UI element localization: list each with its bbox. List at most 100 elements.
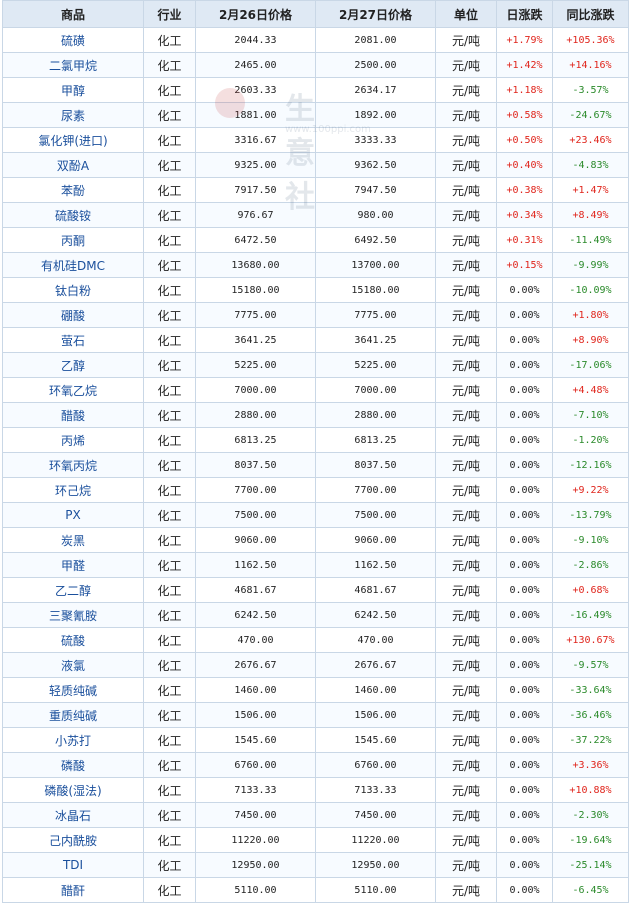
header-price-feb26[interactable]: 2月26日价格 <box>195 0 316 28</box>
commodity-link[interactable]: 丙烯 <box>2 427 144 453</box>
yoy-change-cell: +23.46% <box>552 127 629 153</box>
commodity-link[interactable]: 二氯甲烷 <box>2 52 144 78</box>
commodity-link[interactable]: 环氧乙烷 <box>2 377 144 403</box>
commodity-link[interactable]: 双酚A <box>2 152 144 178</box>
commodity-link[interactable]: 钛白粉 <box>2 277 144 303</box>
unit-cell: 元/吨 <box>435 152 497 178</box>
header-commodity[interactable]: 商品 <box>2 0 144 28</box>
header-unit[interactable]: 单位 <box>435 0 497 28</box>
price-feb27-cell: 6242.50 <box>315 602 436 628</box>
commodity-link[interactable]: 乙二醇 <box>2 577 144 603</box>
price-feb27-cell: 6760.00 <box>315 752 436 778</box>
commodity-link[interactable]: 硫酸 <box>2 627 144 653</box>
table-row: 甲醇 化工 2603.33 2634.17 元/吨 +1.18% -3.57% <box>2 77 629 103</box>
commodity-link[interactable]: 氯化钾(进口) <box>2 127 144 153</box>
yoy-change-cell: -7.10% <box>552 402 629 428</box>
table-row: 有机硅DMC 化工 13680.00 13700.00 元/吨 +0.15% -9.99% <box>2 252 629 278</box>
commodity-link[interactable]: 乙醇 <box>2 352 144 378</box>
unit-cell: 元/吨 <box>435 777 497 803</box>
price-feb27-cell: 3641.25 <box>315 327 436 353</box>
daily-change-cell: +1.42% <box>496 52 553 78</box>
price-feb27-cell: 6492.50 <box>315 227 436 253</box>
price-feb26-cell: 3641.25 <box>195 327 316 353</box>
unit-cell: 元/吨 <box>435 202 497 228</box>
commodity-link[interactable]: 小苏打 <box>2 727 144 753</box>
price-feb27-cell: 6813.25 <box>315 427 436 453</box>
daily-change-cell: +0.40% <box>496 152 553 178</box>
commodity-link[interactable]: 炭黑 <box>2 527 144 553</box>
table-row: 醋酸 化工 2880.00 2880.00 元/吨 0.00% -7.10% <box>2 402 629 428</box>
commodity-link[interactable]: 尿素 <box>2 102 144 128</box>
commodity-link[interactable]: 苯酚 <box>2 177 144 203</box>
commodity-link[interactable]: 环氧丙烷 <box>2 452 144 478</box>
industry-cell: 化工 <box>143 452 196 478</box>
price-feb27-cell: 1545.60 <box>315 727 436 753</box>
commodity-link[interactable]: 萤石 <box>2 327 144 353</box>
price-feb26-cell: 7450.00 <box>195 802 316 828</box>
table-row: 冰晶石 化工 7450.00 7450.00 元/吨 0.00% -2.30% <box>2 802 629 828</box>
price-feb27-cell: 5225.00 <box>315 352 436 378</box>
header-yoy-change[interactable]: 同比涨跌 <box>552 0 629 28</box>
commodity-link[interactable]: 丙酮 <box>2 227 144 253</box>
commodity-link[interactable]: 液氯 <box>2 652 144 678</box>
daily-change-cell: +0.31% <box>496 227 553 253</box>
yoy-change-cell: +8.90% <box>552 327 629 353</box>
commodity-link[interactable]: 环己烷 <box>2 477 144 503</box>
commodity-link[interactable]: 硫酸铵 <box>2 202 144 228</box>
commodity-link[interactable]: 有机硅DMC <box>2 252 144 278</box>
industry-cell: 化工 <box>143 802 196 828</box>
unit-cell: 元/吨 <box>435 477 497 503</box>
price-feb27-cell: 3333.33 <box>315 127 436 153</box>
price-feb26-cell: 2603.33 <box>195 77 316 103</box>
commodity-link[interactable]: 磷酸(湿法) <box>2 777 144 803</box>
commodity-link[interactable]: 己内酰胺 <box>2 827 144 853</box>
yoy-change-cell: -16.49% <box>552 602 629 628</box>
price-feb27-cell: 980.00 <box>315 202 436 228</box>
table-body: 硫磺 化工 2044.33 2081.00 元/吨 +1.79% +105.36% 二氯甲烷化… <box>2 27 629 903</box>
industry-cell: 化工 <box>143 477 196 503</box>
unit-cell: 元/吨 <box>435 277 497 303</box>
unit-cell: 元/吨 <box>435 827 497 853</box>
daily-change-cell: 0.00% <box>496 477 553 503</box>
price-feb26-cell: 3316.67 <box>195 127 316 153</box>
price-feb27-cell: 12950.00 <box>315 852 436 878</box>
table-row: 钛白粉 化工 15180.00 15180.00 元/吨 0.00% -10.09% <box>2 277 629 303</box>
header-price-feb27[interactable]: 2月27日价格 <box>315 0 436 28</box>
commodity-link[interactable]: 重质纯碱 <box>2 702 144 728</box>
unit-cell: 元/吨 <box>435 802 497 828</box>
yoy-change-cell: -37.22% <box>552 727 629 753</box>
price-feb26-cell: 7500.00 <box>195 502 316 528</box>
daily-change-cell: 0.00% <box>496 727 553 753</box>
commodity-link[interactable]: 甲醛 <box>2 552 144 578</box>
commodity-link[interactable]: TDI <box>2 852 144 878</box>
commodity-link[interactable]: 轻质纯碱 <box>2 677 144 703</box>
commodity-link[interactable]: 甲醇 <box>2 77 144 103</box>
commodity-link[interactable]: 醋酐 <box>2 877 144 903</box>
table-row: 小苏打 化工 1545.60 1545.60 元/吨 0.00% -37.22% <box>2 727 629 753</box>
table-row: 尿素 化工 1881.00 1892.00 元/吨 +0.58% -24.67% <box>2 102 629 128</box>
commodity-link[interactable]: PX <box>2 502 144 528</box>
price-feb26-cell: 976.67 <box>195 202 316 228</box>
yoy-change-cell: -13.79% <box>552 502 629 528</box>
price-feb26-cell: 5225.00 <box>195 352 316 378</box>
price-feb27-cell: 2634.17 <box>315 77 436 103</box>
commodity-link[interactable]: 磷酸 <box>2 752 144 778</box>
price-feb27-cell: 7775.00 <box>315 302 436 328</box>
header-daily-change[interactable]: 日涨跌 <box>496 0 553 28</box>
unit-cell: 元/吨 <box>435 227 497 253</box>
table-row: 甲醛 化工 1162.50 1162.50 元/吨 0.00% -2.86% <box>2 552 629 578</box>
commodity-link[interactable]: 醋酸 <box>2 402 144 428</box>
daily-change-cell: 0.00% <box>496 752 553 778</box>
commodity-link[interactable]: 冰晶石 <box>2 802 144 828</box>
daily-change-cell: 0.00% <box>496 452 553 478</box>
commodity-link[interactable]: 硫磺 <box>2 27 144 53</box>
commodity-link[interactable]: 硼酸 <box>2 302 144 328</box>
header-industry[interactable]: 行业 <box>143 0 196 28</box>
commodity-link[interactable]: 三聚氰胺 <box>2 602 144 628</box>
price-feb26-cell: 1545.60 <box>195 727 316 753</box>
industry-cell: 化工 <box>143 152 196 178</box>
table-row: 乙二醇 化工 4681.67 4681.67 元/吨 0.00% +0.68% <box>2 577 629 603</box>
industry-cell: 化工 <box>143 102 196 128</box>
industry-cell: 化工 <box>143 302 196 328</box>
